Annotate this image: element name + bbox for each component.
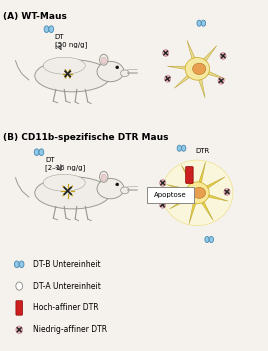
FancyBboxPatch shape [16,301,23,315]
Ellipse shape [163,49,169,57]
Ellipse shape [44,26,49,33]
FancyBboxPatch shape [147,187,194,203]
Ellipse shape [218,77,224,84]
Polygon shape [200,199,213,220]
Ellipse shape [165,75,171,82]
Ellipse shape [116,183,119,186]
Ellipse shape [197,20,201,26]
Ellipse shape [34,149,39,155]
Text: Hoch-affiner DTR: Hoch-affiner DTR [33,304,99,312]
Text: (A) WT-Maus: (A) WT-Maus [3,12,67,21]
Polygon shape [205,193,228,201]
Ellipse shape [39,149,44,155]
Text: DT
[50 ng/g]: DT [50 ng/g] [55,34,87,48]
Polygon shape [198,162,206,185]
Ellipse shape [177,145,181,151]
Ellipse shape [201,20,206,26]
Ellipse shape [121,187,129,194]
Ellipse shape [35,60,110,92]
Ellipse shape [43,174,85,191]
FancyBboxPatch shape [186,167,193,183]
Ellipse shape [121,70,129,77]
Text: Niedrig-affiner DTR: Niedrig-affiner DTR [33,325,107,334]
Polygon shape [189,200,197,224]
Polygon shape [198,77,205,98]
Text: (B) CD11b-spezifische DTR Maus: (B) CD11b-spezifische DTR Maus [3,133,169,143]
Ellipse shape [181,145,186,151]
Polygon shape [201,46,217,64]
Ellipse shape [209,237,214,243]
Text: DT
[2–16 ng/g]: DT [2–16 ng/g] [45,157,85,171]
Ellipse shape [224,188,230,196]
Ellipse shape [116,66,119,69]
Ellipse shape [185,182,209,204]
Ellipse shape [16,326,23,333]
Ellipse shape [220,52,226,59]
Ellipse shape [205,237,209,243]
Polygon shape [174,73,192,88]
Ellipse shape [185,58,210,80]
Polygon shape [168,66,189,70]
Ellipse shape [160,201,166,208]
Polygon shape [170,196,191,209]
Ellipse shape [193,63,206,74]
Ellipse shape [35,177,110,209]
Ellipse shape [49,26,54,33]
Text: Apoptose: Apoptose [154,192,187,198]
Ellipse shape [162,160,233,226]
Ellipse shape [101,57,106,64]
Ellipse shape [97,179,124,199]
Ellipse shape [43,57,85,74]
Polygon shape [204,177,225,190]
Ellipse shape [160,179,166,186]
Ellipse shape [99,54,108,65]
Polygon shape [181,165,195,187]
Polygon shape [166,185,190,192]
Ellipse shape [101,174,106,181]
Text: DT-B Untereinheit: DT-B Untereinheit [33,260,101,269]
Polygon shape [187,40,196,62]
Ellipse shape [14,261,19,268]
Ellipse shape [19,261,24,268]
Polygon shape [204,70,226,79]
Ellipse shape [97,61,124,82]
Ellipse shape [193,187,206,198]
Ellipse shape [99,171,108,182]
Ellipse shape [16,282,23,290]
Text: DTR: DTR [195,148,210,154]
Text: DT-A Untereinheit: DT-A Untereinheit [33,282,101,291]
